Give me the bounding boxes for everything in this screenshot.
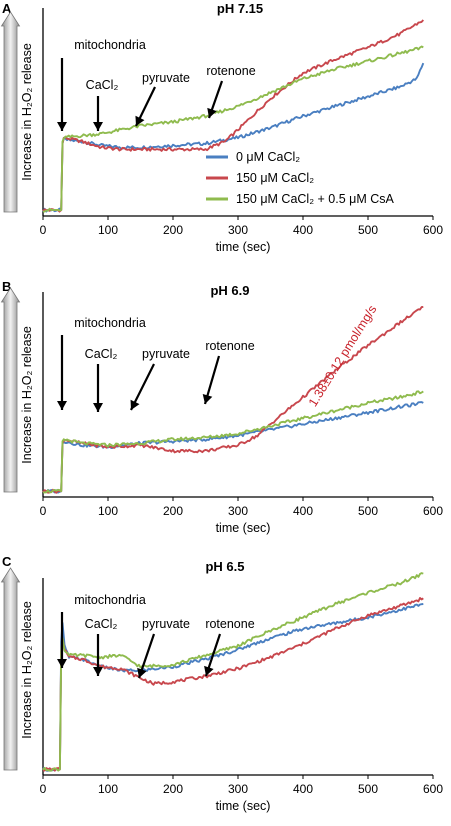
annotation-arrowhead: [93, 667, 103, 676]
x-axis-label: time (sec): [216, 240, 271, 254]
panel-title: pH 7.15: [217, 1, 263, 16]
series-line-green: [42, 390, 424, 494]
annotation-arrowhead: [137, 667, 147, 678]
panel-B: B Increase in H₂O₂ release 0 100 200 300 400 50…: [0, 279, 443, 535]
series-line-green: [42, 45, 424, 213]
y-axis-label: Increase in H₂O₂ release: [20, 43, 34, 181]
annotation-arrowhead: [57, 659, 67, 668]
annotation-label: CaCl₂: [85, 347, 118, 361]
legend-label: 0 μM CaCl₂: [236, 150, 300, 164]
x-tick-label: 400: [293, 782, 313, 796]
series-line-red: [42, 19, 425, 213]
x-tick-label: 200: [163, 223, 183, 237]
annotation-label: pyruvate: [142, 71, 190, 85]
x-tick-label: 0: [40, 223, 47, 237]
annotation-arrowhead: [57, 401, 67, 410]
x-tick-label: 200: [163, 504, 183, 518]
x-tick-label: 500: [358, 504, 378, 518]
x-tick-label: 600: [423, 223, 443, 237]
x-axis-label: time (sec): [216, 799, 271, 813]
x-tick-label: 600: [423, 504, 443, 518]
annotation-label: rotenone: [205, 617, 254, 631]
y-indicator-arrow: [0, 567, 21, 771]
x-tick-label: 100: [98, 782, 118, 796]
x-tick-label: 200: [163, 782, 183, 796]
annotation-label: pyruvate: [142, 617, 190, 631]
x-tick-label: 600: [423, 782, 443, 796]
panel-letter: C: [2, 554, 12, 569]
annotation-arrowhead: [204, 665, 214, 676]
annotation-arrowhead: [130, 399, 140, 410]
x-tick-label: 300: [228, 504, 248, 518]
series-line-blue: [42, 62, 425, 213]
legend-label: 150 μM CaCl₂ + 0.5 μM CsA: [236, 192, 395, 206]
series-line-green: [42, 572, 424, 772]
annotation-label: mitochondria: [74, 38, 146, 52]
x-tick-label: 300: [228, 782, 248, 796]
annotation-arrowhead: [202, 393, 213, 404]
x-axis-label: time (sec): [216, 521, 271, 535]
y-axis-label: Increase in H₂O₂ release: [20, 326, 34, 464]
x-tick-label: 500: [358, 223, 378, 237]
annotation-arrowhead: [135, 115, 145, 126]
panel-title: pH 6.9: [210, 283, 249, 298]
panel-A: A Increase in H₂O₂ release 0 100 200 300 400 50…: [0, 1, 443, 254]
panel-C: C Increase in H₂O₂ release 0 100 200 300 400 50…: [0, 554, 443, 813]
legend-label: 150 μM CaCl₂: [236, 171, 314, 185]
annotation-label: pyruvate: [142, 347, 190, 361]
x-tick-label: 0: [40, 782, 47, 796]
y-axis-label: Increase in H₂O₂ release: [20, 601, 34, 739]
x-tick-label: 300: [228, 223, 248, 237]
panel-letter: A: [2, 1, 12, 16]
annotation-label: rotenone: [205, 339, 254, 353]
annotation-label: mitochondria: [74, 593, 146, 607]
annotation-arrowhead: [93, 403, 103, 412]
x-tick-label: 100: [98, 504, 118, 518]
x-tick-label: 0: [40, 504, 47, 518]
annotation-label: CaCl₂: [85, 617, 118, 631]
series-line-red: [42, 305, 424, 494]
x-tick-label: 500: [358, 782, 378, 796]
rate-annotation: 1.38±0.12 pmol/mg/s: [306, 303, 380, 409]
annotation-arrowhead: [57, 122, 67, 131]
x-tick-label: 400: [293, 223, 313, 237]
annotation-label: mitochondria: [74, 316, 146, 330]
y-indicator-arrow: [0, 11, 21, 213]
series-line-blue: [42, 401, 424, 494]
legend: 0 μM CaCl₂ 150 μM CaCl₂ 150 μM CaCl₂ + 0.5…: [206, 150, 395, 206]
panel-letter: B: [2, 279, 11, 294]
x-tick-label: 100: [98, 223, 118, 237]
annotation-label: CaCl₂: [86, 78, 119, 92]
annotation-arrowhead: [93, 122, 103, 131]
x-tick-label: 400: [293, 504, 313, 518]
y-indicator-arrow: [0, 287, 21, 493]
annotation-label: rotenone: [206, 64, 255, 78]
annotation-arrowhead: [207, 107, 217, 118]
panel-title: pH 6.5: [205, 559, 244, 574]
series-line-red: [42, 597, 424, 772]
